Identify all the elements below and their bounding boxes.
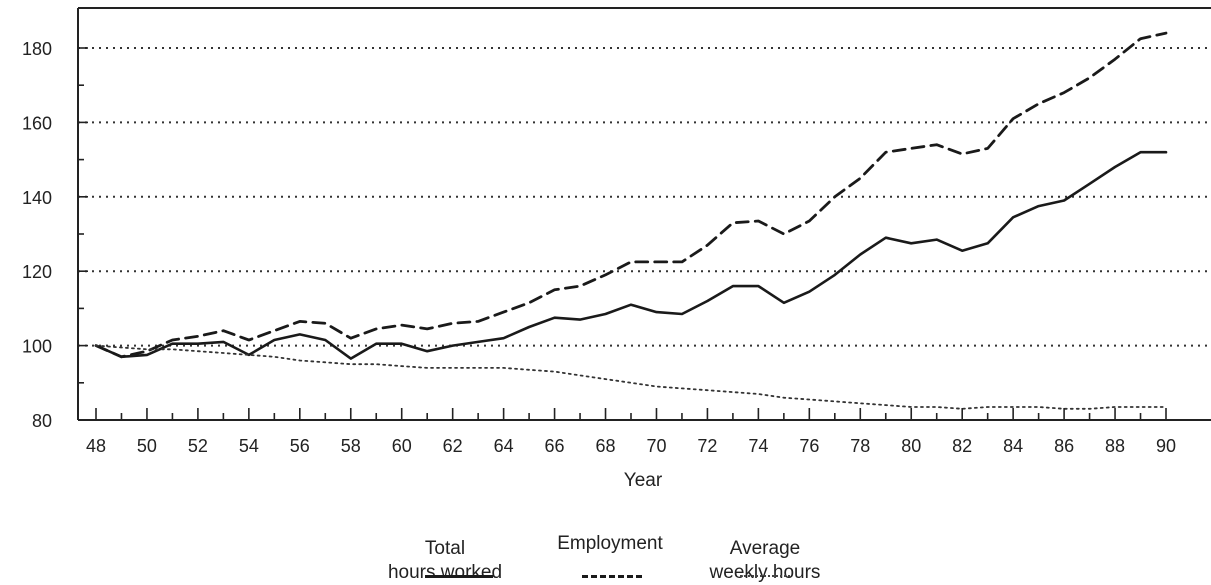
x-tick-label-58: 58	[341, 436, 361, 456]
x-axis-title: Year	[624, 470, 663, 491]
x-tick-label-64: 64	[494, 436, 514, 456]
series-line-employment	[94, 31, 1168, 359]
y-tick-label-140: 140	[22, 188, 52, 208]
x-tick-label-88: 88	[1105, 436, 1125, 456]
x-tick-label-74: 74	[748, 436, 768, 456]
x-tick-label-50: 50	[137, 436, 157, 456]
x-tick-label-86: 86	[1054, 436, 1074, 456]
x-tick-label-78: 78	[850, 436, 870, 456]
series-line-average-weekly-hours	[95, 344, 1167, 410]
x-tick-label-90: 90	[1156, 436, 1176, 456]
x-tick-label-56: 56	[290, 436, 310, 456]
x-tick-label-72: 72	[697, 436, 717, 456]
legend: Total hours worked Employment Average we…	[380, 508, 860, 583]
x-tick-label-60: 60	[392, 436, 412, 456]
y-tick-label-120: 120	[22, 262, 52, 282]
gridlines	[78, 47, 1211, 347]
x-tick-label-84: 84	[1003, 436, 1023, 456]
legend-label-employment: Employment	[557, 533, 663, 554]
x-tick-label-62: 62	[443, 436, 463, 456]
x-tick-label-48: 48	[86, 436, 106, 456]
data-series	[94, 31, 1168, 410]
y-tick-label-160: 160	[22, 113, 52, 133]
legend-swatch-dotted	[740, 575, 790, 577]
y-tick-label-100: 100	[22, 337, 52, 357]
x-tick-label-80: 80	[901, 436, 921, 456]
x-tick-label-52: 52	[188, 436, 208, 456]
x-tick-label-76: 76	[799, 436, 819, 456]
x-tick-label-70: 70	[646, 436, 666, 456]
y-tick-labels: 80 100 120 140 160 180	[22, 39, 52, 431]
series-line-total-hours-worked	[94, 150, 1168, 360]
legend-swatch-solid	[425, 575, 493, 578]
x-tick-label-54: 54	[239, 436, 259, 456]
x-tick-label-68: 68	[596, 436, 616, 456]
legend-item-employment: Employment	[540, 532, 680, 556]
x-tick-labels: 48 50 52 54 56 58 60 62 64 66 68 70 72 74 76 78 80 82 84 86…	[86, 436, 1176, 456]
legend-swatch-dashed	[582, 575, 642, 578]
y-tick-label-80: 80	[32, 411, 52, 431]
x-tick-label-66: 66	[545, 436, 565, 456]
y-tick-label-180: 180	[22, 39, 52, 59]
x-tick-label-82: 82	[952, 436, 972, 456]
axes	[77, 7, 1211, 421]
